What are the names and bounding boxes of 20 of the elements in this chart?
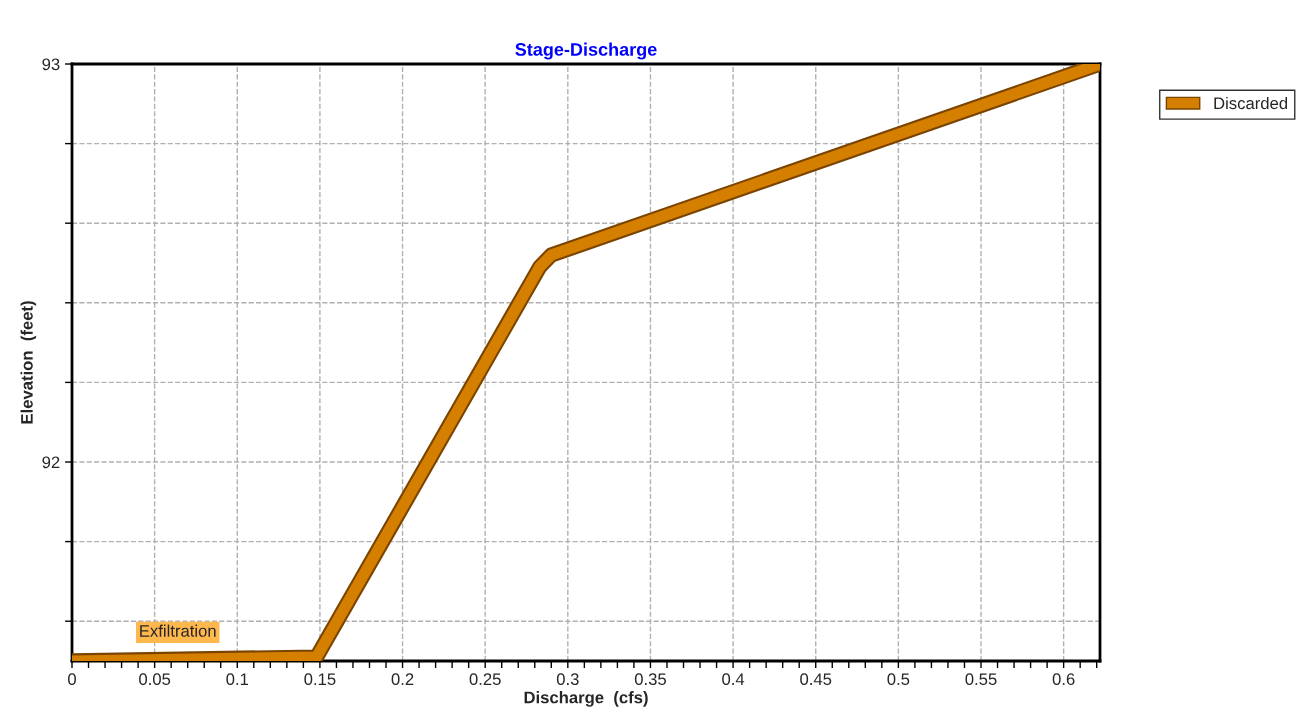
- x-tick-label: 0.4: [722, 673, 745, 686]
- x-tick-label: 0.5: [887, 673, 910, 686]
- y-tick-label: 93: [42, 58, 60, 71]
- x-tick-label: 0.25: [469, 673, 501, 686]
- y-axis-title: Elevation (feet): [20, 301, 37, 424]
- chart-title: Stage-Discharge: [515, 42, 657, 60]
- x-tick-label: 0.35: [634, 673, 666, 686]
- annotation: Exfiltration: [140, 624, 216, 637]
- x-tick-label: 0.15: [304, 673, 336, 686]
- x-tick-label: 0.6: [1052, 673, 1075, 686]
- x-tick-label: 0.2: [391, 673, 414, 686]
- y-tick-label: 92: [42, 456, 60, 469]
- x-tick-label: 0.45: [800, 673, 832, 686]
- x-tick-label: 0.3: [556, 673, 579, 686]
- x-axis-title: Discharge (cfs): [524, 691, 648, 707]
- x-tick-label: 0.05: [139, 673, 171, 686]
- x-tick-label: 0.1: [226, 673, 249, 686]
- x-tick-label: 0: [68, 673, 76, 686]
- x-tick-label: 0.55: [965, 673, 997, 686]
- legend-label: Discarded: [1214, 96, 1288, 110]
